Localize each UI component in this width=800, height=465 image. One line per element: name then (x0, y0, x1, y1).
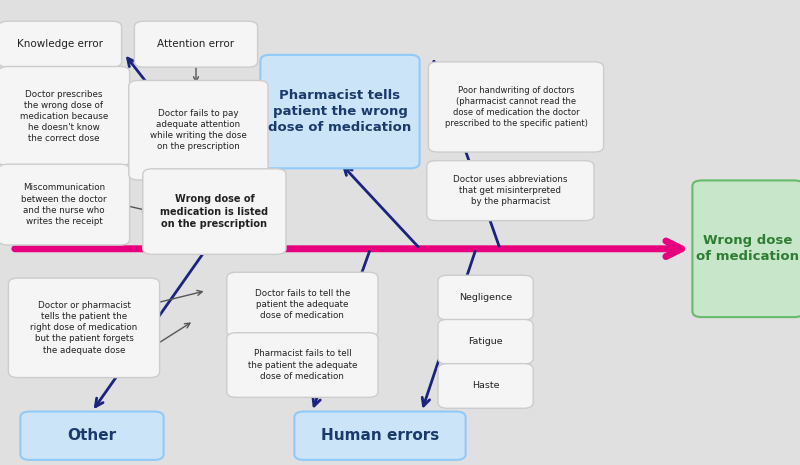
FancyBboxPatch shape (0, 21, 122, 67)
Text: Knowledge error: Knowledge error (17, 39, 103, 49)
Text: Haste: Haste (472, 381, 499, 391)
Text: Fatigue: Fatigue (468, 337, 503, 346)
Text: Other: Other (67, 428, 117, 443)
FancyBboxPatch shape (134, 21, 258, 67)
FancyBboxPatch shape (0, 66, 130, 166)
FancyBboxPatch shape (129, 80, 268, 180)
Text: Doctor fails to pay
adequate attention
while writing the dose
on the prescriptio: Doctor fails to pay adequate attention w… (150, 109, 246, 151)
Text: Doctor fails to tell the
patient the adequate
dose of medication: Doctor fails to tell the patient the ade… (254, 289, 350, 320)
Text: Miscommunication
between the doctor
and the nurse who
writes the receipt: Miscommunication between the doctor and … (21, 184, 107, 226)
Text: Negligence: Negligence (459, 293, 512, 302)
FancyBboxPatch shape (438, 319, 533, 364)
Text: Human errors: Human errors (321, 428, 439, 443)
Text: Doctor prescribes
the wrong dose of
medication because
he doesn't know
the corre: Doctor prescribes the wrong dose of medi… (20, 90, 108, 143)
Text: Pharmacist tells
patient the wrong
dose of medication: Pharmacist tells patient the wrong dose … (268, 89, 412, 134)
FancyBboxPatch shape (142, 169, 286, 254)
Text: Attention error: Attention error (158, 39, 234, 49)
FancyBboxPatch shape (427, 161, 594, 221)
FancyBboxPatch shape (693, 180, 800, 317)
FancyBboxPatch shape (429, 62, 603, 152)
FancyBboxPatch shape (0, 164, 130, 245)
Text: Pharmacist fails to tell
the patient the adequate
dose of medication: Pharmacist fails to tell the patient the… (248, 349, 357, 381)
FancyBboxPatch shape (227, 333, 378, 397)
FancyBboxPatch shape (261, 55, 419, 168)
Text: Poor handwriting of doctors
(pharmacist cannot read the
dose of medication the d: Poor handwriting of doctors (pharmacist … (445, 86, 587, 128)
FancyBboxPatch shape (438, 275, 533, 320)
FancyBboxPatch shape (8, 278, 160, 378)
FancyBboxPatch shape (227, 272, 378, 337)
Text: Wrong dose of
medication is listed
on the prescription: Wrong dose of medication is listed on th… (160, 194, 269, 229)
Text: Wrong dose
of medication: Wrong dose of medication (697, 234, 799, 263)
Text: Doctor uses abbreviations
that get misinterpreted
by the pharmacist: Doctor uses abbreviations that get misin… (453, 175, 568, 206)
FancyBboxPatch shape (21, 412, 163, 460)
FancyBboxPatch shape (294, 412, 466, 460)
Text: Doctor or pharmacist
tells the patient the
right dose of medication
but the pati: Doctor or pharmacist tells the patient t… (30, 301, 138, 354)
FancyBboxPatch shape (438, 364, 533, 408)
